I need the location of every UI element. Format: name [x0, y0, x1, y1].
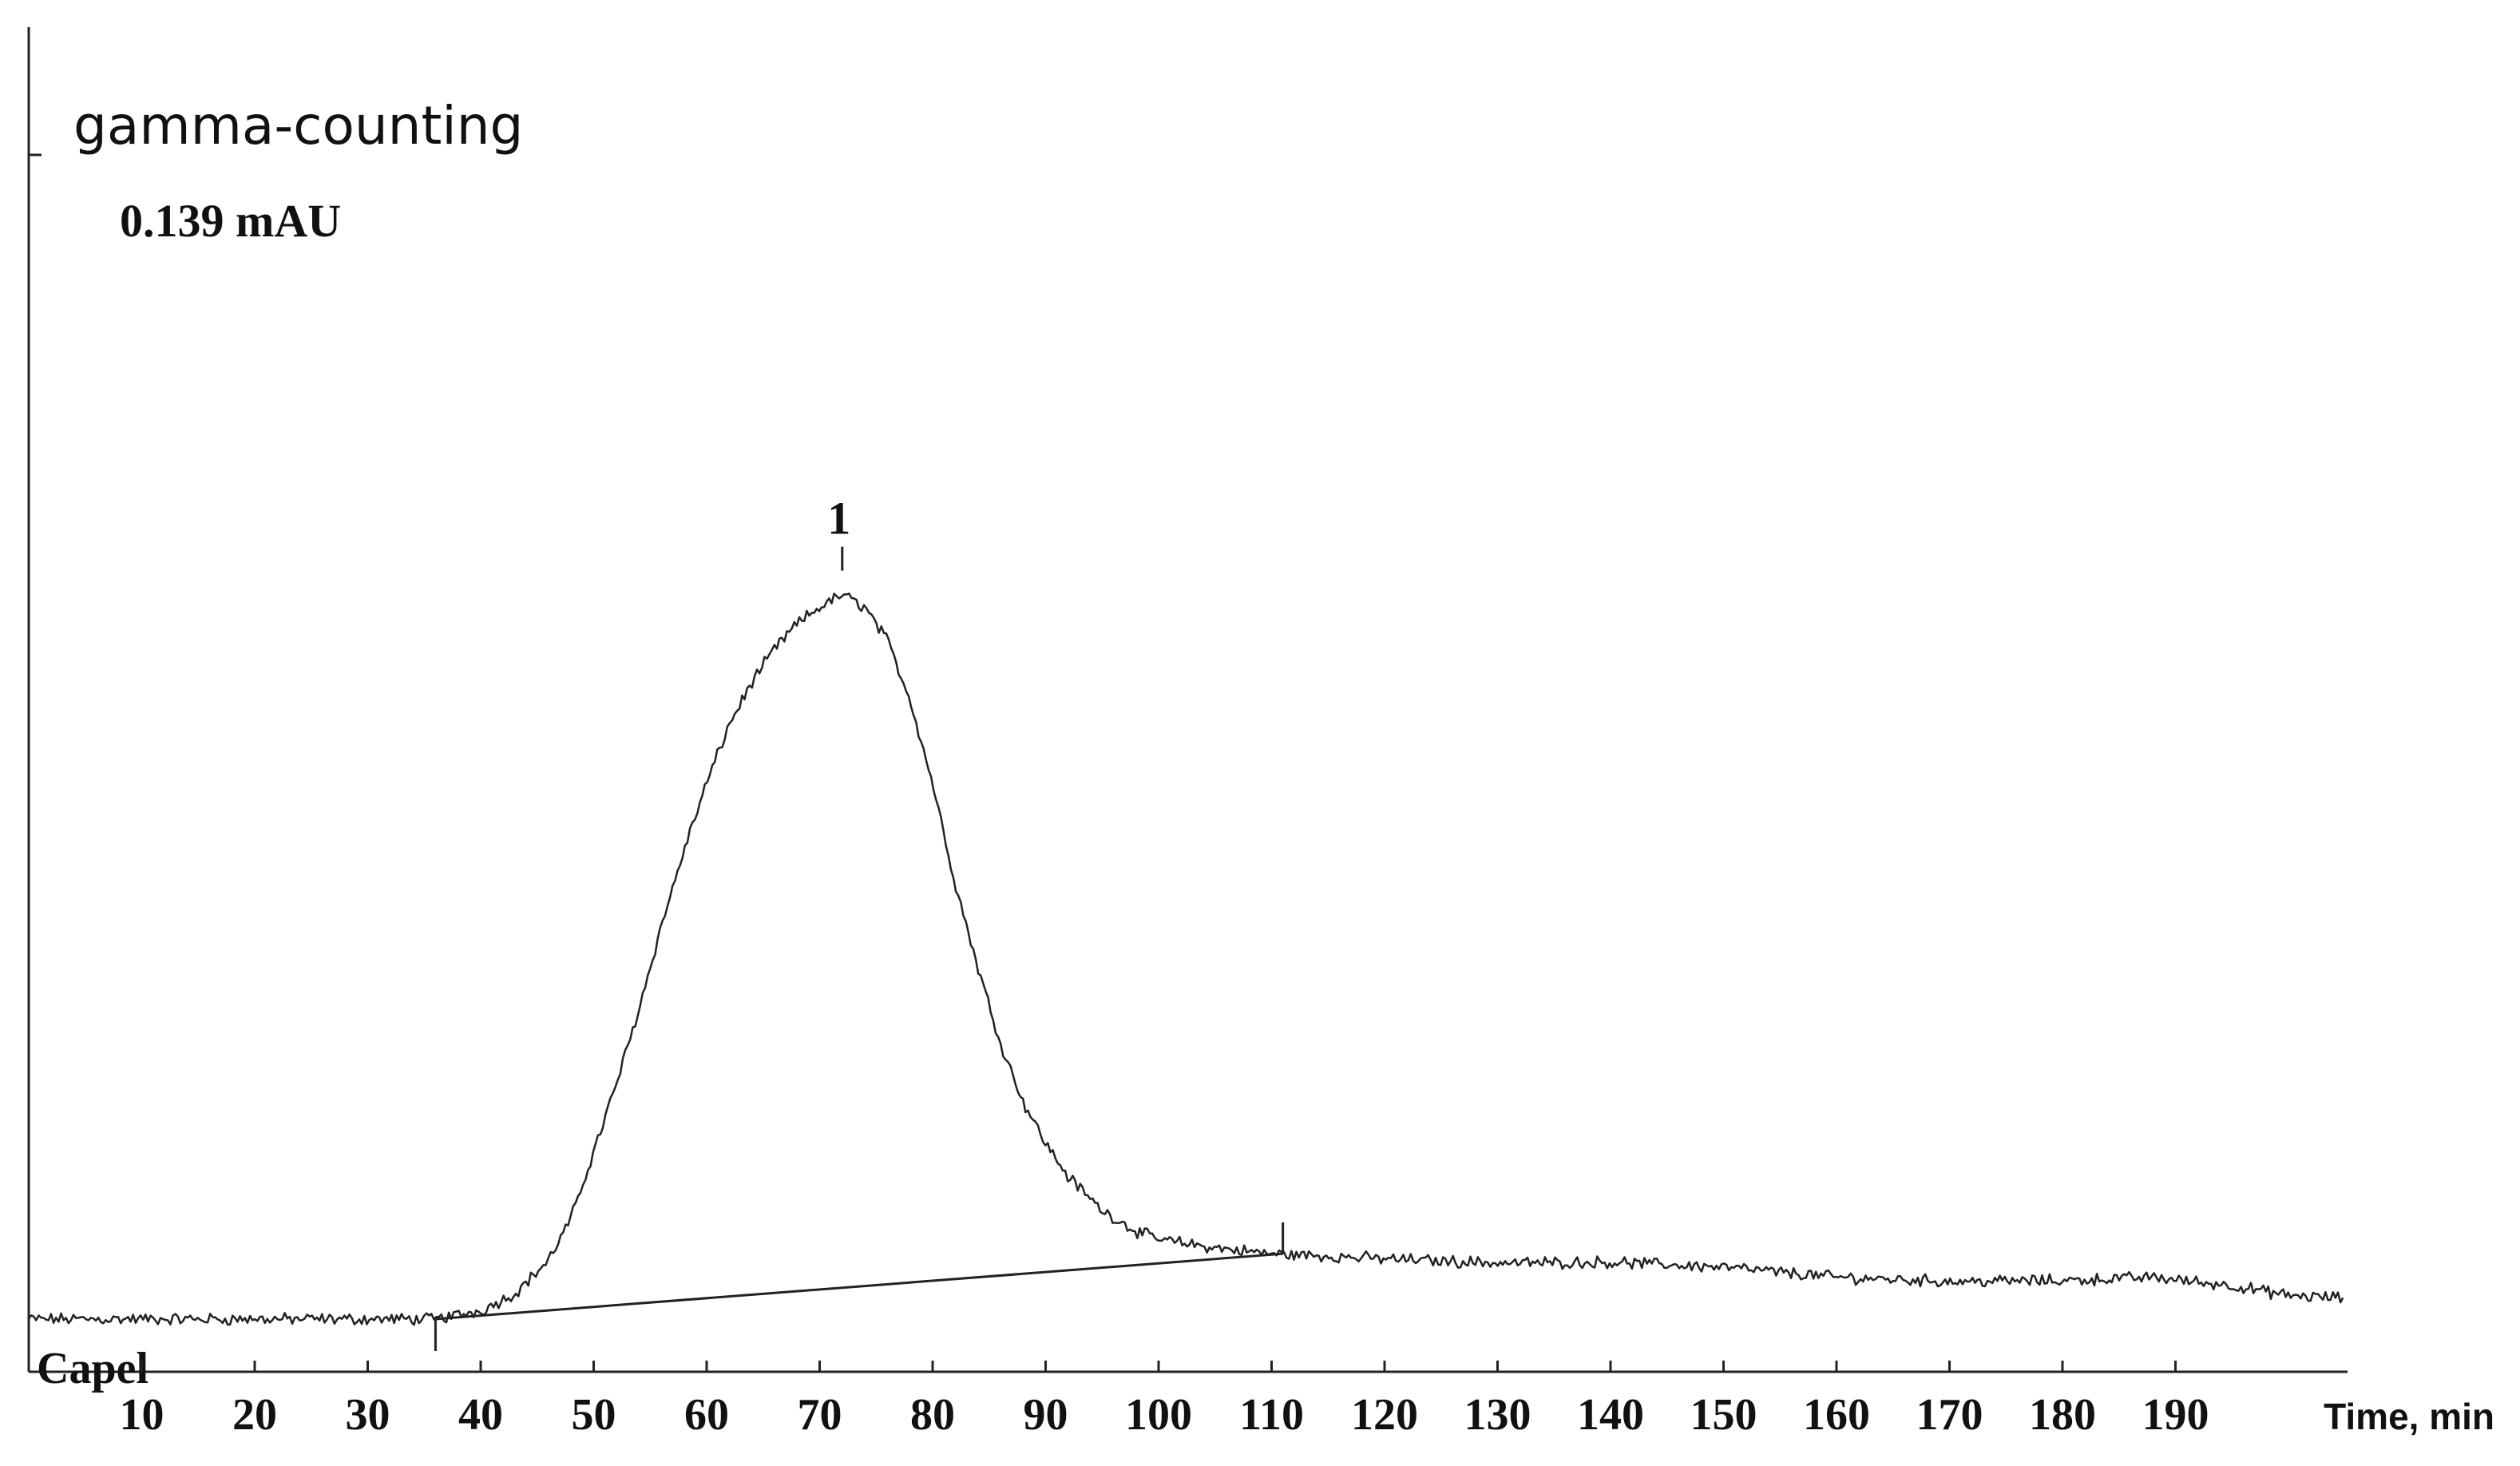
x-tick-label-90: 90 [1024, 1390, 1068, 1440]
x-tick-label-80: 80 [910, 1390, 955, 1440]
x-tick-label-60: 60 [684, 1390, 729, 1440]
peak-1-label: 1 [827, 493, 850, 545]
x-tick-label-10: 10 [120, 1390, 164, 1440]
x-tick-label-20: 20 [232, 1390, 277, 1440]
x-axis-label: Time, min [2324, 1396, 2494, 1437]
x-tick-label-70: 70 [798, 1390, 842, 1440]
x-tick-label-160: 160 [1803, 1390, 1870, 1440]
x-tick-label-120: 120 [1351, 1390, 1418, 1440]
x-tick-label-130: 130 [1464, 1390, 1531, 1440]
x-tick-label-140: 140 [1577, 1390, 1644, 1440]
series-line-signal [28, 592, 2344, 1326]
x-tick-label-40: 40 [458, 1390, 503, 1440]
x-tick-label-150: 150 [1690, 1390, 1757, 1440]
x-axis-tick-labels: 10 20 30 40 50 60 70 80 90 100 110 120 130 140 150 160 1… [120, 1390, 2209, 1440]
y-scale-label: 0.139 mAU [120, 195, 341, 247]
x-tick-label-50: 50 [572, 1390, 616, 1440]
x-tick-label-180: 180 [2029, 1390, 2096, 1440]
channel-label: Capel [37, 1344, 149, 1393]
x-tick-label-170: 170 [1916, 1390, 1983, 1440]
integration-baseline [435, 1252, 1283, 1321]
integration-marks [434, 1222, 1285, 1351]
chart-title: gamma-counting [73, 95, 523, 157]
x-axis-ticks [141, 1361, 2177, 1372]
x-tick-label-30: 30 [346, 1390, 390, 1440]
peak-annotations: 1 [827, 493, 850, 571]
x-tick-label-190: 190 [2142, 1390, 2209, 1440]
x-tick-label-110: 110 [1239, 1390, 1304, 1440]
x-tick-label-100: 100 [1125, 1390, 1192, 1440]
